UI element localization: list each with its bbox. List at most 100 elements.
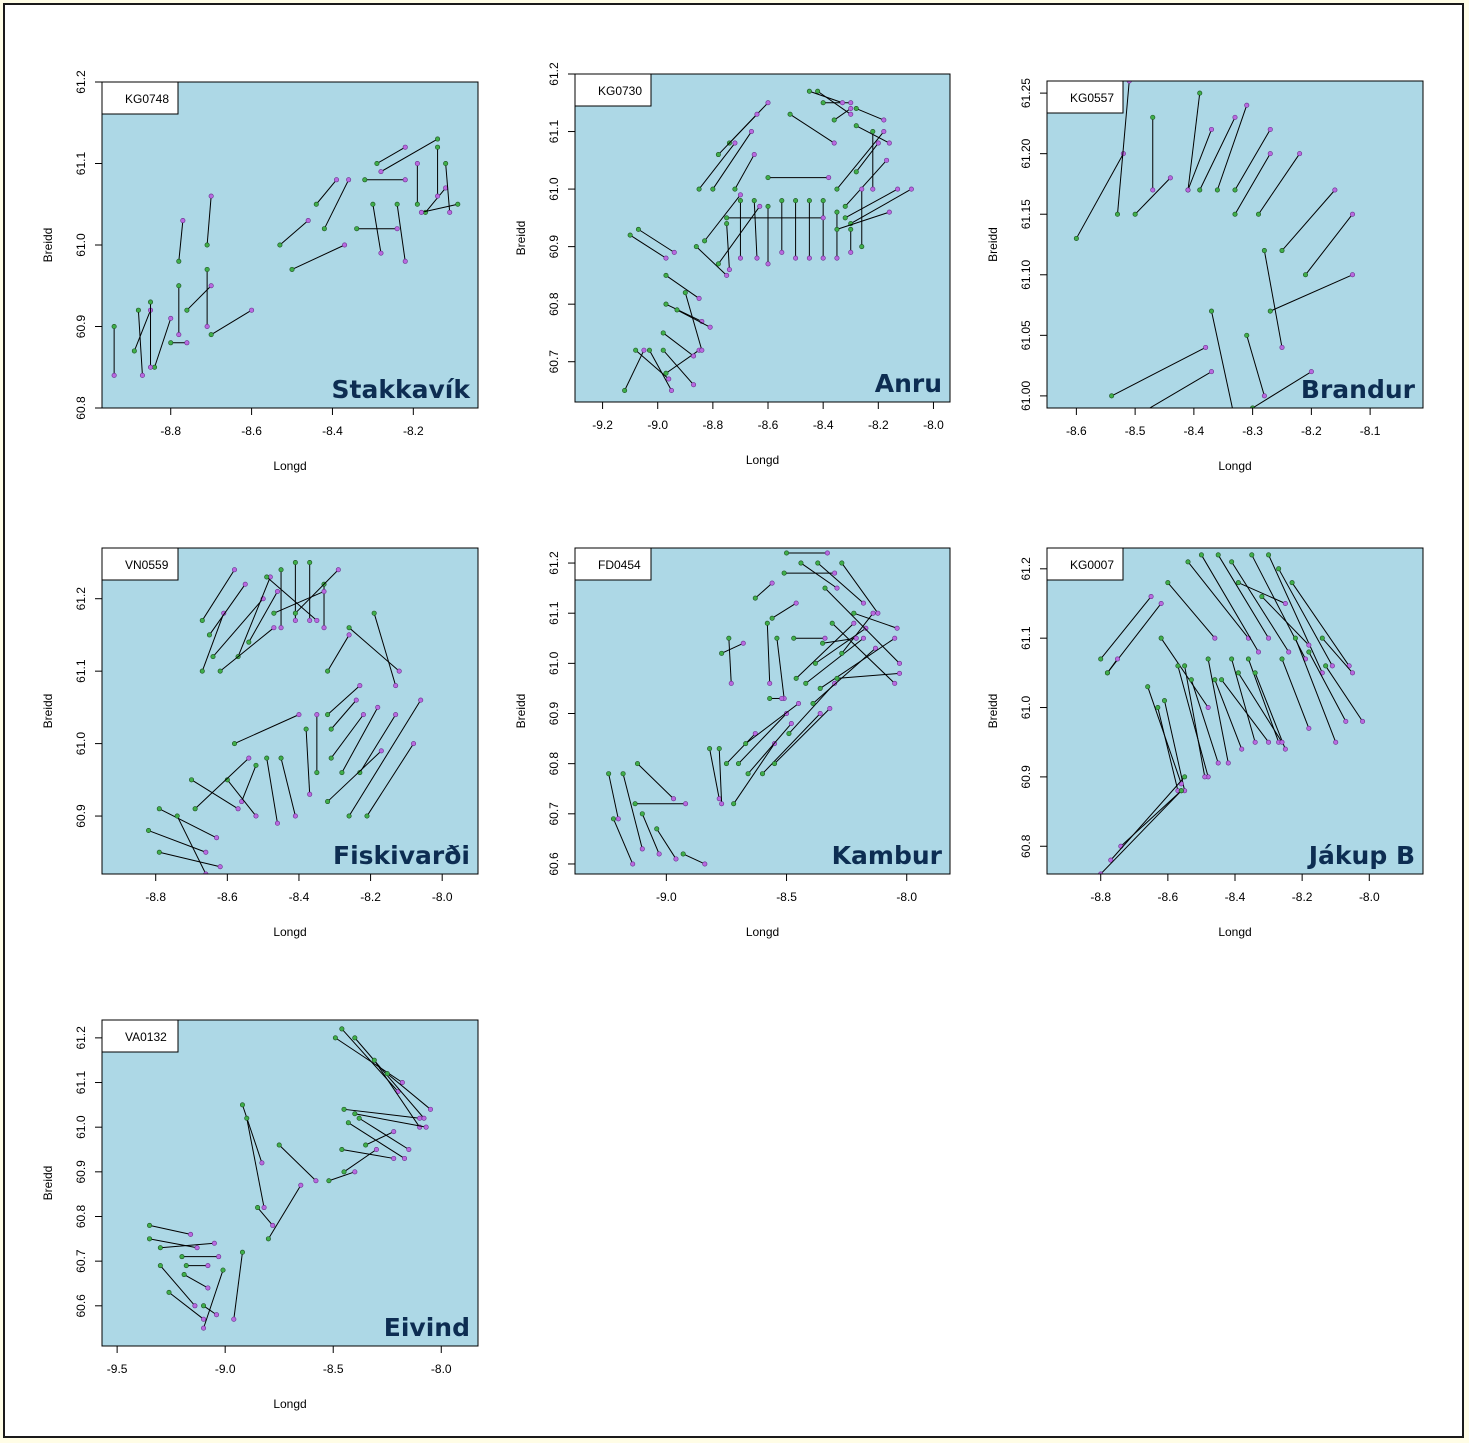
x-axis-title: Longd [273,459,306,473]
haul-start-point [246,639,252,645]
haul-segments [147,1026,433,1331]
haul-end-point [716,796,722,802]
haul-line [815,627,867,664]
haul-start-point [204,266,210,272]
haul-line [335,1037,403,1083]
haul-line [665,274,700,299]
haul-end-point [1286,649,1292,655]
haul-end-point [346,632,352,638]
haul-line [343,1149,377,1173]
haul-start-point [779,198,785,204]
haul-end-point [834,585,840,591]
haul-end-point [1225,760,1231,766]
haul-start-point [276,1142,282,1148]
x-tick-label: -8.5 [323,1362,344,1376]
haul-end-point [375,704,381,710]
haul-start-point [787,111,793,117]
haul-end-point [203,849,209,855]
haul-end-point [848,100,854,106]
haul-start-point [435,136,441,142]
haul-segments [1098,552,1366,874]
haul-line [1246,335,1265,397]
haul-end-point [1158,600,1164,606]
y-tick-label: 60.9 [74,314,88,338]
haul-end-point [908,186,914,192]
haul-end-point [211,1240,217,1246]
haul-start-point [1232,211,1238,217]
panel-va0132: VA0132 Eivind -9.5 -9.0 -8.5 -8.0 60.6 60.7 60.8… [41,1019,479,1411]
haul-end-point [378,250,384,256]
haul-start-point [176,258,182,264]
haul-start-point [1292,635,1298,641]
haul-start-point [1323,663,1329,669]
haul-end-point [214,835,220,841]
haul-line [178,220,184,262]
haul-end-point [1282,746,1288,752]
haul-end-point [402,258,408,264]
x-tick-label: -8.6 [217,890,238,904]
haul-start-point [1252,670,1258,676]
x-tick-label: -8.8 [145,890,166,904]
haul-line [1308,651,1347,722]
haul-end-point [892,635,898,641]
haul-end-point [892,680,898,686]
haul-line [1100,596,1152,660]
haul-line [212,598,264,657]
haul-start-point [174,813,180,819]
haul-end-point [1148,594,1154,600]
haul-end-point [822,635,828,641]
haul-line [1164,700,1186,791]
y-tick-label: 60.6 [74,1294,88,1318]
haul-line [168,1292,204,1320]
haul-end-point [378,169,384,175]
haul-start-point [791,635,797,641]
haul-end-point [683,801,689,807]
haul-start-point [131,348,137,354]
haul-end-point [820,215,826,221]
haul-end-point [321,625,327,631]
plot-area [102,1020,478,1346]
y-tick-label: 61.20 [1019,138,1033,168]
haul-end-point [1308,369,1314,375]
haul-start-point [363,1142,369,1148]
boat-id-label: VN0559 [125,558,169,572]
haul-end-point [767,680,773,686]
haul-start-point [634,761,640,767]
haul-start-point [1104,670,1110,676]
haul-start-point [321,226,327,232]
haul-start-point [292,610,298,616]
haul-start-point [303,726,309,732]
haul-end-point [270,1222,276,1228]
haul-line [1187,129,1212,191]
haul-start-point [277,242,283,248]
haul-end-point [208,193,214,199]
haul-start-point [239,1249,245,1255]
haul-start-point [715,152,721,158]
haul-end-point [839,100,845,106]
haul-segments [1073,81,1356,422]
haul-start-point [1259,594,1265,600]
haul-end-point [274,820,280,826]
haul-start-point [745,771,751,777]
haul-start-point [231,741,237,747]
x-tick-label: -8.4 [813,418,834,432]
haul-end-point [630,861,636,867]
haul-end-point [396,668,402,674]
haul-start-point [244,1115,250,1121]
haul-end-point [402,177,408,183]
haul-end-point [1209,126,1215,132]
haul-line [1200,554,1259,653]
haul-start-point [1132,211,1138,217]
haul-end-point [860,635,866,641]
haul-line [656,828,677,860]
haul-start-point [806,198,812,204]
haul-end-point [205,1285,211,1291]
haul-line [380,138,438,173]
plot-border [574,547,951,875]
haul-start-point [435,144,441,150]
haul-start-point [1127,418,1131,422]
haul-end-point [242,581,248,587]
haul-line [305,729,311,795]
haul-end-point [832,680,838,686]
y-axis-title: Breidd [41,228,55,263]
